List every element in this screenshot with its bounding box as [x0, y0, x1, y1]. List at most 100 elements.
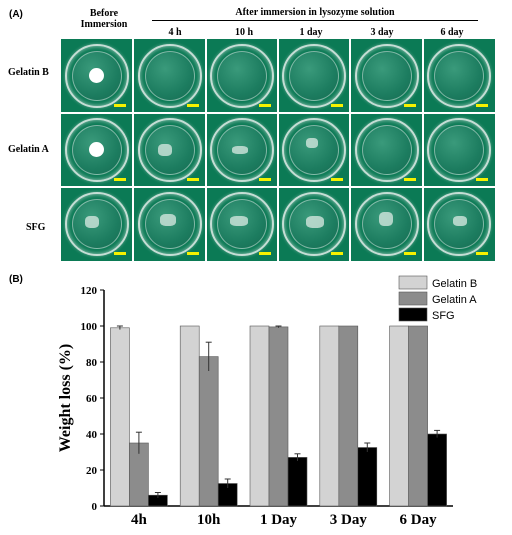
header-before-immersion: Before Immersion — [74, 8, 134, 30]
bar-gelatin-b — [249, 325, 270, 507]
col-label-1day: 1 day — [299, 27, 323, 38]
grid-divider — [61, 186, 495, 188]
scale-bar — [259, 252, 271, 255]
scale-bar — [476, 178, 488, 181]
petri-dish-photo — [280, 116, 348, 184]
y-tick-label: 0 — [92, 501, 98, 513]
row-label-sfg: SFG — [26, 222, 46, 233]
x-tick-label: 1 Day — [260, 512, 298, 528]
dish-rim — [354, 118, 419, 182]
gel-remnant — [229, 216, 248, 226]
x-tick-label: 10h — [197, 512, 221, 528]
dish-medium — [361, 51, 412, 101]
y-tick-label: 40 — [86, 429, 98, 441]
legend-label-gelatin-b: Gelatin B — [432, 278, 477, 290]
bar-gelatin-b — [389, 325, 409, 507]
dish-medium — [289, 125, 340, 175]
petri-dish-photo — [136, 190, 204, 258]
bar-sfg — [427, 433, 447, 507]
bar-gelatin-b — [110, 327, 130, 507]
row-label-gelatin-b: Gelatin B — [8, 67, 49, 78]
grid-divider — [61, 112, 495, 114]
x-tick-label: 3 Day — [330, 512, 368, 528]
col-label-10h: 10 h — [234, 27, 254, 38]
y-tick-label: 20 — [86, 465, 98, 477]
legend-label-sfg: SFG — [432, 310, 455, 322]
bar-sfg — [357, 447, 378, 507]
dish-rim — [209, 118, 274, 182]
col-label-4h: 4 h — [168, 27, 182, 38]
x-tick-label: 6 Day — [400, 512, 438, 528]
dish-rim — [426, 118, 491, 182]
petri-dish-photo — [353, 116, 421, 184]
petri-dish-photo — [280, 42, 348, 110]
dish-medium — [289, 51, 340, 101]
bar-gelatin-a — [408, 325, 428, 507]
bar-sfg — [217, 483, 238, 507]
scale-bar — [114, 104, 127, 107]
dish-rim — [137, 44, 202, 108]
header-before-line1: Before — [89, 8, 119, 19]
dish-rim — [426, 192, 491, 256]
scale-bar — [403, 252, 416, 255]
dish-medium — [361, 199, 412, 249]
petri-dish-photo — [208, 190, 276, 258]
dish-medium — [433, 125, 484, 175]
dish-rim — [354, 192, 419, 256]
y-tick-label: 80 — [86, 357, 98, 369]
bar-sfg — [148, 494, 168, 507]
col-label-3day: 3 day — [370, 27, 394, 38]
legend-label-gelatin-a: Gelatin A — [432, 294, 477, 306]
petri-dish-photo — [425, 190, 493, 258]
grid-divider — [421, 39, 424, 261]
dish-rim — [137, 118, 202, 182]
dish-rim — [282, 44, 347, 108]
dish-rim — [65, 44, 130, 108]
gel-remnant — [378, 212, 393, 226]
dish-rim — [354, 44, 419, 108]
petri-dish-photo — [63, 116, 131, 184]
scale-bar — [259, 104, 271, 107]
scale-bar — [186, 252, 199, 255]
dish-rim — [209, 192, 274, 256]
grid-divider — [277, 39, 279, 261]
petri-dish-photo — [63, 190, 131, 258]
dish-rim — [65, 192, 130, 256]
dish-medium — [144, 51, 195, 101]
row-label-gelatin-a: Gelatin A — [8, 144, 49, 155]
petri-dish-photo — [280, 190, 348, 258]
bar-sfg — [287, 457, 308, 507]
gel-remnant — [159, 214, 176, 226]
dish-medium — [433, 51, 484, 101]
dish-medium — [361, 125, 412, 175]
petri-dish-photo — [136, 42, 204, 110]
scale-bar — [186, 104, 199, 107]
scale-bar — [331, 178, 344, 181]
petri-dish-photo — [63, 42, 131, 110]
petri-dish-photo — [353, 42, 421, 110]
dish-rim — [426, 44, 491, 108]
bar-gelatin-b — [179, 325, 200, 507]
dish-rim — [137, 192, 202, 256]
header-after-rule — [152, 20, 478, 21]
gel-remnant — [306, 138, 319, 148]
petri-dish-photo — [425, 116, 493, 184]
gel-remnant — [231, 146, 248, 154]
grid-divider — [349, 39, 352, 261]
x-tick-label: 4h — [131, 512, 148, 528]
grid-divider — [204, 39, 207, 261]
gel-sample-disc — [89, 68, 105, 83]
legend-swatch-sfg — [398, 307, 428, 322]
col-label-6day: 6 day — [440, 27, 464, 38]
scale-bar — [476, 104, 488, 107]
petri-dish-photo — [425, 42, 493, 110]
dish-rim — [282, 192, 347, 256]
scale-bar — [403, 104, 416, 107]
scale-bar — [259, 178, 271, 181]
gel-remnant — [85, 216, 100, 228]
y-tick-label: 60 — [86, 393, 98, 405]
gel-remnant — [306, 216, 325, 228]
bar-gelatin-b — [319, 325, 340, 507]
dish-medium — [216, 51, 267, 101]
petri-dish-photo — [353, 190, 421, 258]
